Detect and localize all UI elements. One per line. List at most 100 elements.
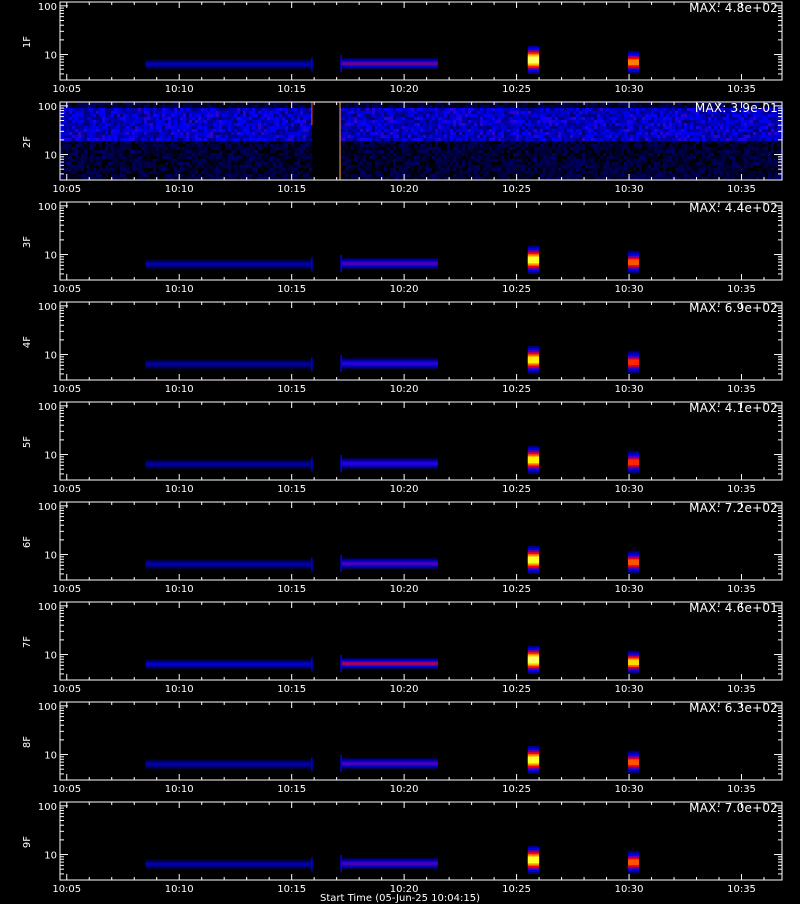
- noise-cell: [489, 165, 492, 168]
- noise-cell: [135, 126, 138, 129]
- noise-cell: [279, 165, 282, 168]
- noise-cell: [252, 150, 255, 153]
- noise-cell: [225, 111, 228, 114]
- noise-cell: [405, 153, 408, 156]
- noise-cell: [288, 171, 291, 174]
- noise-cell: [147, 156, 150, 159]
- noise-cell: [156, 132, 159, 135]
- noise-cell: [201, 153, 204, 156]
- noise-cell: [474, 165, 477, 168]
- noise-cell: [537, 138, 540, 141]
- noise-cell: [609, 171, 612, 174]
- noise-cell: [438, 168, 441, 171]
- noise-cell: [192, 144, 195, 147]
- noise-cell: [231, 144, 234, 147]
- noise-cell: [267, 108, 270, 111]
- noise-cell: [282, 108, 285, 111]
- noise-cell: [129, 171, 132, 174]
- noise-cell: [441, 123, 444, 126]
- noise-cell: [624, 144, 627, 147]
- noise-cell: [531, 111, 534, 114]
- noise-cell: [516, 168, 519, 171]
- noise-cell: [72, 123, 75, 126]
- noise-cell: [354, 144, 357, 147]
- noise-cell: [486, 141, 489, 144]
- noise-cell: [285, 147, 288, 150]
- noise-cell: [492, 129, 495, 132]
- noise-cell: [471, 117, 474, 120]
- y-tick-label: 10: [44, 51, 57, 62]
- noise-cell: [171, 108, 174, 111]
- noise-cell: [342, 156, 345, 159]
- noise-cell: [552, 132, 555, 135]
- noise-cell: [534, 141, 537, 144]
- noise-cell: [255, 123, 258, 126]
- noise-cell: [387, 111, 390, 114]
- noise-cell: [174, 135, 177, 138]
- noise-cell: [354, 117, 357, 120]
- noise-cell: [372, 129, 375, 132]
- noise-cell: [237, 168, 240, 171]
- noise-cell: [546, 156, 549, 159]
- noise-cell: [351, 138, 354, 141]
- noise-cell: [498, 168, 501, 171]
- noise-cell: [408, 153, 411, 156]
- noise-cell: [624, 111, 627, 114]
- noise-cell: [276, 144, 279, 147]
- noise-cell: [90, 105, 93, 108]
- noise-cell: [609, 147, 612, 150]
- noise-cell: [75, 138, 78, 141]
- noise-cell: [402, 171, 405, 174]
- noise-cell: [546, 150, 549, 153]
- noise-cell: [402, 156, 405, 159]
- noise-cell: [675, 138, 678, 141]
- noise-cell: [90, 138, 93, 141]
- noise-cell: [276, 114, 279, 117]
- noise-cell: [78, 144, 81, 147]
- noise-cell: [108, 126, 111, 129]
- noise-cell: [531, 117, 534, 120]
- noise-cell: [372, 138, 375, 141]
- noise-cell: [519, 111, 522, 114]
- noise-cell: [252, 153, 255, 156]
- noise-cell: [126, 120, 129, 123]
- noise-cell: [441, 129, 444, 132]
- noise-cell: [360, 159, 363, 162]
- noise-cell: [240, 147, 243, 150]
- noise-cell: [213, 135, 216, 138]
- noise-cell: [237, 117, 240, 120]
- noise-cell: [345, 111, 348, 114]
- noise-cell: [639, 171, 642, 174]
- noise-cell: [561, 135, 564, 138]
- noise-cell: [486, 138, 489, 141]
- noise-cell: [111, 117, 114, 120]
- noise-cell: [213, 114, 216, 117]
- noise-cell: [603, 132, 606, 135]
- noise-cell: [633, 174, 636, 177]
- noise-cell: [294, 174, 297, 177]
- noise-cell: [255, 168, 258, 171]
- noise-cell: [519, 129, 522, 132]
- noise-cell: [198, 129, 201, 132]
- noise-cell: [219, 132, 222, 135]
- noise-cell: [294, 144, 297, 147]
- noise-cell: [429, 174, 432, 177]
- noise-cell: [243, 168, 246, 171]
- noise-cell: [405, 165, 408, 168]
- noise-cell: [471, 135, 474, 138]
- noise-cell: [162, 123, 165, 126]
- noise-cell: [507, 147, 510, 150]
- noise-cell: [384, 147, 387, 150]
- noise-cell: [546, 153, 549, 156]
- noise-cell: [504, 159, 507, 162]
- noise-cell: [93, 171, 96, 174]
- noise-cell: [507, 171, 510, 174]
- noise-cell: [96, 132, 99, 135]
- noise-cell: [435, 105, 438, 108]
- noise-cell: [636, 138, 639, 141]
- noise-cell: [72, 168, 75, 171]
- noise-cell: [663, 135, 666, 138]
- noise-cell: [549, 111, 552, 114]
- noise-cell: [186, 162, 189, 165]
